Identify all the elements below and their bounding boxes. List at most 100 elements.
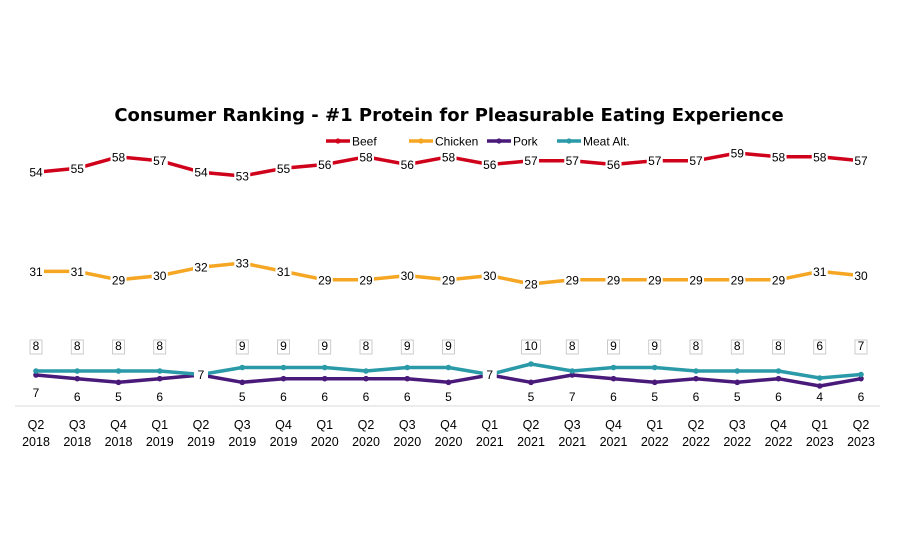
- data-label-text: 53: [236, 170, 250, 184]
- data-label: 8: [153, 339, 167, 355]
- x-tick-quarter: Q3: [69, 418, 86, 432]
- data-point: [363, 375, 369, 382]
- x-tick-label: Q3 2021: [558, 418, 586, 449]
- legend-marker: [335, 138, 341, 144]
- data-label-text: 58: [359, 150, 373, 164]
- label-background: [194, 367, 208, 382]
- data-label: 9: [277, 339, 290, 355]
- legend-item: Pork: [487, 135, 539, 149]
- data-label-text: 9: [445, 339, 452, 353]
- data-point: [569, 372, 576, 378]
- label-background: [28, 165, 44, 180]
- label-background: [605, 272, 622, 287]
- data-label-text: 8: [775, 339, 782, 353]
- label-background: [481, 268, 498, 283]
- data-label-text: 57: [648, 154, 662, 168]
- data-label: 6: [610, 390, 617, 404]
- data-point: [280, 364, 287, 371]
- label-box: [607, 339, 620, 355]
- x-tick-quarter: Q1: [316, 418, 333, 432]
- data-point: [115, 368, 122, 374]
- data-label: 6: [775, 390, 782, 404]
- x-tick-quarter: Q4: [770, 418, 787, 432]
- label-background: [770, 149, 787, 164]
- label-box: [813, 339, 827, 355]
- x-tick-quarter: Q2: [358, 418, 375, 432]
- data-point: [321, 375, 328, 382]
- label-box: [235, 339, 249, 355]
- x-tick-year: 2018: [22, 435, 50, 449]
- data-label: 57: [688, 153, 704, 168]
- data-label: 55: [275, 161, 292, 176]
- data-label-text: 9: [404, 339, 411, 353]
- data-label-text: 7: [486, 368, 493, 382]
- legend-label: Beef: [352, 135, 377, 149]
- label-background: [275, 161, 292, 176]
- label-box: [359, 339, 373, 355]
- data-label: 8: [29, 339, 43, 355]
- data-label: 56: [481, 157, 498, 172]
- data-label: 32: [193, 260, 209, 275]
- data-label: 28: [523, 277, 539, 292]
- label-background: [811, 264, 828, 279]
- data-label: 29: [564, 272, 581, 287]
- data-label: 29: [358, 272, 374, 287]
- data-label: 6: [321, 390, 328, 404]
- data-label: 5: [239, 390, 246, 404]
- data-label-text: 5: [115, 390, 122, 404]
- data-label: 6: [363, 390, 370, 404]
- data-label-text: 8: [693, 339, 700, 353]
- data-label: 58: [811, 149, 828, 164]
- data-label: 5: [445, 390, 452, 404]
- x-tick-year: 2020: [352, 435, 380, 449]
- data-label-text: 5: [734, 390, 741, 404]
- data-point: [858, 375, 864, 382]
- x-tick-label: Q2 2022: [682, 418, 710, 449]
- x-tick-label: Q3 2022: [723, 418, 751, 449]
- data-label-text: 8: [115, 339, 122, 353]
- legend-label: Chicken: [435, 135, 478, 149]
- data-label-text: 8: [734, 339, 741, 353]
- label-background: [358, 149, 374, 164]
- data-label: 29: [688, 272, 704, 287]
- label-background: [523, 153, 539, 168]
- label-background: [482, 367, 497, 382]
- data-label: 58: [110, 149, 127, 164]
- data-label-text: 8: [74, 339, 81, 353]
- data-label-text: 31: [71, 265, 85, 279]
- legend-item: Beef: [326, 135, 377, 149]
- data-point: [404, 364, 411, 371]
- x-tick-label: Q4 2021: [600, 418, 628, 449]
- data-point: [239, 364, 246, 371]
- data-point: [610, 364, 617, 371]
- x-tick-label: Q2 2020: [352, 418, 380, 449]
- x-tick-year: 2021: [476, 435, 504, 449]
- data-label: 56: [316, 157, 333, 172]
- data-label-text: 7: [33, 386, 40, 400]
- data-label-text: 55: [71, 162, 85, 176]
- data-label-text: 9: [280, 339, 287, 353]
- data-label-text: 54: [194, 166, 208, 180]
- label-background: [69, 161, 86, 176]
- data-label-text: 29: [566, 273, 580, 287]
- legend-marker: [566, 138, 572, 144]
- data-label-text: 6: [321, 390, 328, 404]
- data-label-text: 57: [689, 154, 703, 168]
- x-tick-year: 2019: [270, 435, 298, 449]
- x-tick-label: Q1 2020: [311, 418, 339, 449]
- data-label-text: 56: [483, 158, 497, 172]
- data-label: 57: [853, 153, 869, 168]
- data-label-text: 29: [648, 273, 662, 287]
- label-background: [770, 272, 787, 287]
- x-tick-label: Q4 2019: [270, 418, 298, 449]
- data-point: [445, 364, 452, 371]
- data-label-text: 29: [689, 273, 703, 287]
- data-label-text: 57: [524, 154, 538, 168]
- data-label-text: 8: [33, 339, 40, 353]
- data-label-text: 56: [607, 158, 621, 172]
- data-label: 54: [28, 165, 44, 180]
- data-label-text: 58: [813, 150, 827, 164]
- data-label: 30: [853, 268, 869, 283]
- data-point: [775, 368, 782, 374]
- data-label: 6: [858, 390, 865, 404]
